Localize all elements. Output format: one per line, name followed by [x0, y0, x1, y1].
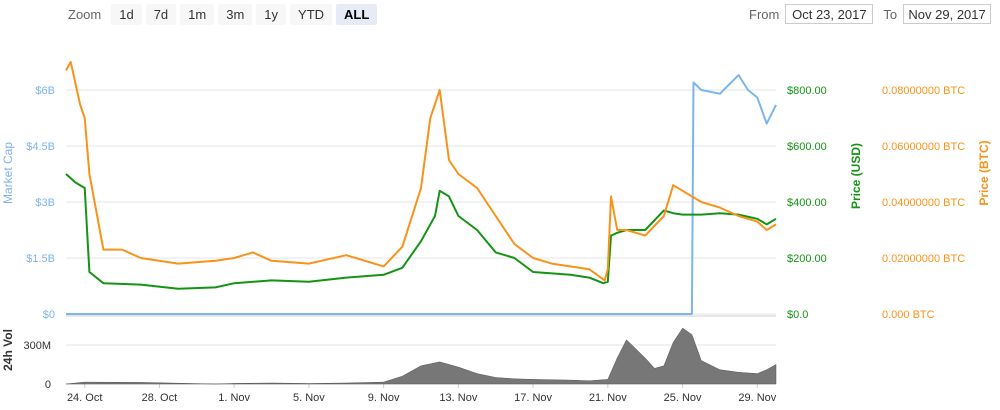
price-btc-axis-title: Price (BTC): [977, 140, 991, 205]
price-usd-tick-label: $0.0: [787, 309, 808, 321]
price-usd-axis-title: Price (USD): [849, 143, 863, 209]
x-tick-label: 29. Nov: [738, 392, 776, 404]
x-tick-label: 1. Nov: [218, 392, 250, 404]
x-tick-label: 24. Oct: [67, 392, 102, 404]
price-btc-tick-label: 0.000 BTC: [882, 309, 935, 321]
x-tick-label: 13. Nov: [439, 392, 477, 404]
market-cap-tick-label: $0: [43, 309, 55, 321]
price-btc-series: [65, 61, 777, 282]
zoom-1m-button[interactable]: 1m: [180, 4, 215, 25]
x-tick-label: 9. Nov: [368, 392, 400, 404]
zoom-1d-button[interactable]: 1d: [111, 4, 142, 25]
price-btc-tick-label: 0.04000000 BTC: [882, 197, 965, 209]
zoom-label: Zoom: [68, 7, 102, 22]
zoom-1y-button[interactable]: 1y: [256, 4, 287, 25]
to-date-input[interactable]: [903, 4, 992, 24]
market-cap-series: [66, 74, 777, 315]
price-usd-series: [65, 173, 777, 290]
market-cap-tick-label: $6B: [35, 85, 55, 97]
x-tick-label: 17. Nov: [514, 392, 552, 404]
from-label: From: [749, 6, 780, 22]
price-btc-tick-label: 0.02000000 BTC: [882, 253, 965, 265]
zoom-selector: Zoom 1d 7d 1m 3m 1y YTD ALL: [68, 4, 378, 25]
x-tick-label: 21. Nov: [589, 392, 627, 404]
price-usd-tick-label: $800.00: [787, 85, 827, 97]
price-usd-tick-label: $200.00: [787, 253, 827, 265]
market-cap-axis-title: Market Cap: [1, 142, 15, 204]
volume-series: [65, 327, 777, 385]
price-usd-tick-label: $600.00: [787, 141, 827, 153]
from-date-input[interactable]: [785, 4, 874, 24]
volume-tick-label: 300M: [23, 340, 51, 352]
price-btc-tick-label: 0.08000000 BTC: [882, 85, 965, 97]
market-cap-tick-label: $4.5B: [26, 141, 55, 153]
x-tick-label: 5. Nov: [293, 392, 325, 404]
price-btc-tick-label: 0.06000000 BTC: [882, 141, 965, 153]
market-cap-tick-label: $3B: [35, 197, 55, 209]
range-selector: From To: [749, 4, 992, 24]
zoom-7d-button[interactable]: 7d: [145, 4, 177, 25]
to-label: To: [883, 6, 898, 22]
x-tick-label: 28. Oct: [142, 392, 177, 404]
zoom-all-button[interactable]: ALL: [336, 4, 378, 25]
market-cap-tick-label: $1.5B: [26, 253, 55, 265]
x-tick-label: 25. Nov: [664, 392, 702, 404]
zoom-ytd-button[interactable]: YTD: [290, 4, 333, 25]
price-usd-tick-label: $400.00: [787, 197, 827, 209]
volume-axis-title: 24h Vol: [1, 329, 15, 371]
volume-tick-label: 0: [45, 379, 51, 391]
zoom-3m-button[interactable]: 3m: [218, 4, 253, 25]
